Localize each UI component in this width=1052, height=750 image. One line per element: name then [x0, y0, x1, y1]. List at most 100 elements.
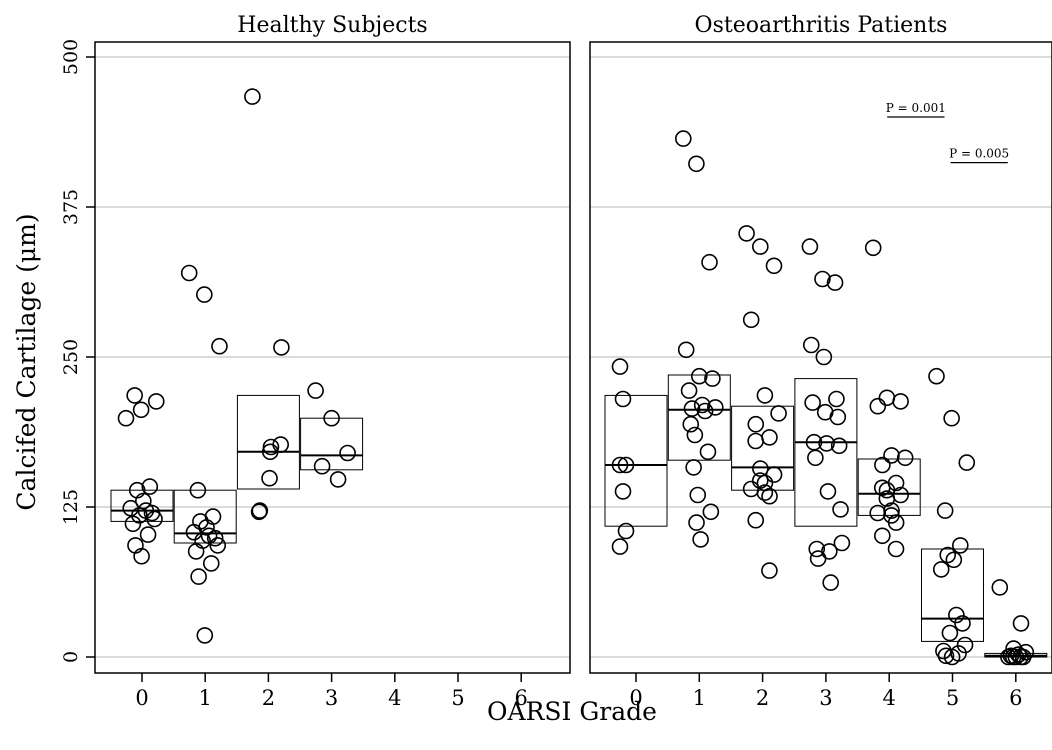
data-point — [874, 527, 891, 545]
data-point — [211, 337, 228, 355]
data-point — [819, 483, 837, 500]
x-tick-label: 5 — [451, 686, 464, 710]
data-point — [185, 523, 203, 541]
data-point — [139, 526, 157, 543]
data-point — [801, 238, 819, 255]
data-point — [752, 238, 769, 255]
data-point — [617, 522, 635, 540]
data-point — [943, 409, 960, 427]
data-point — [706, 399, 724, 416]
data-point — [864, 239, 882, 257]
data-point — [339, 444, 356, 462]
data-point — [939, 546, 957, 564]
data-point — [690, 367, 708, 385]
data-point — [869, 504, 887, 522]
data-point — [1012, 648, 1029, 666]
data-point — [936, 502, 954, 519]
y-tick-label: 125 — [60, 489, 82, 525]
data-point — [761, 562, 778, 579]
data-point — [932, 561, 950, 578]
x-tick-label: 5 — [946, 686, 959, 710]
data-point — [826, 274, 844, 291]
data-point — [954, 615, 971, 632]
panel-title: Osteoarthritis Patients — [695, 13, 948, 38]
data-point — [756, 484, 774, 501]
data-point — [814, 270, 831, 288]
data-point — [677, 341, 695, 359]
data-point — [682, 415, 700, 433]
data-point — [945, 551, 963, 569]
data-point — [146, 510, 163, 528]
p-value-annotation: P = 0.001 — [886, 101, 946, 115]
y-tick-label: 500 — [60, 39, 82, 75]
x-tick-label: 4 — [388, 686, 401, 710]
data-point — [887, 540, 905, 558]
data-point — [804, 394, 821, 411]
data-point — [206, 529, 224, 547]
x-tick-label: 2 — [262, 686, 275, 710]
data-point — [822, 574, 839, 591]
data-point — [807, 449, 824, 467]
box — [667, 374, 731, 461]
data-point — [323, 409, 340, 427]
data-point — [941, 624, 959, 642]
data-point — [991, 579, 1009, 596]
data-point — [896, 449, 914, 467]
x-tick-label: 2 — [756, 686, 769, 710]
data-point — [701, 253, 718, 271]
data-point — [313, 457, 331, 475]
x-tick-label: 4 — [883, 686, 896, 710]
data-point — [329, 471, 347, 488]
data-point — [261, 443, 279, 461]
data-point — [818, 435, 835, 452]
data-point — [680, 382, 698, 399]
x-tick-label: 0 — [629, 686, 642, 710]
box — [857, 458, 921, 516]
data-point — [611, 358, 629, 375]
data-point — [689, 486, 707, 504]
data-point — [611, 456, 629, 474]
data-point — [688, 514, 705, 531]
data-point — [958, 454, 976, 471]
y-axis-label: Calcifed Cartilage (μm) — [12, 213, 41, 510]
data-point — [747, 432, 764, 450]
data-point — [878, 490, 896, 507]
data-point — [808, 540, 826, 558]
y-tick-label: 375 — [60, 189, 82, 225]
data-point — [674, 130, 692, 147]
data-point — [696, 402, 714, 420]
x-tick-label: 3 — [819, 686, 832, 710]
plot-frame — [589, 41, 1052, 674]
data-point — [262, 438, 280, 456]
data-point — [196, 286, 213, 303]
box — [300, 417, 364, 471]
data-point — [832, 501, 849, 518]
data-point — [147, 393, 165, 410]
data-point — [742, 311, 760, 329]
x-tick-label: 1 — [693, 686, 706, 710]
data-point — [956, 636, 974, 654]
data-point — [133, 547, 150, 565]
data-point — [770, 405, 787, 422]
data-point — [273, 339, 290, 356]
data-point — [250, 503, 268, 521]
data-point — [833, 534, 851, 552]
x-tick-label: 6 — [1009, 686, 1022, 710]
data-point — [244, 88, 261, 105]
data-point — [187, 543, 205, 560]
data-point — [126, 387, 143, 404]
data-point — [261, 469, 278, 487]
data-point — [815, 348, 833, 366]
data-point — [951, 537, 969, 554]
y-tick-label: 0 — [60, 651, 82, 663]
data-point — [189, 481, 207, 499]
data-point — [209, 537, 227, 554]
data-point — [830, 437, 848, 455]
data-point — [928, 367, 945, 385]
data-point — [1012, 615, 1030, 632]
data-point — [614, 390, 632, 408]
data-point — [802, 336, 820, 354]
data-point — [617, 456, 635, 474]
data-point — [180, 264, 198, 282]
